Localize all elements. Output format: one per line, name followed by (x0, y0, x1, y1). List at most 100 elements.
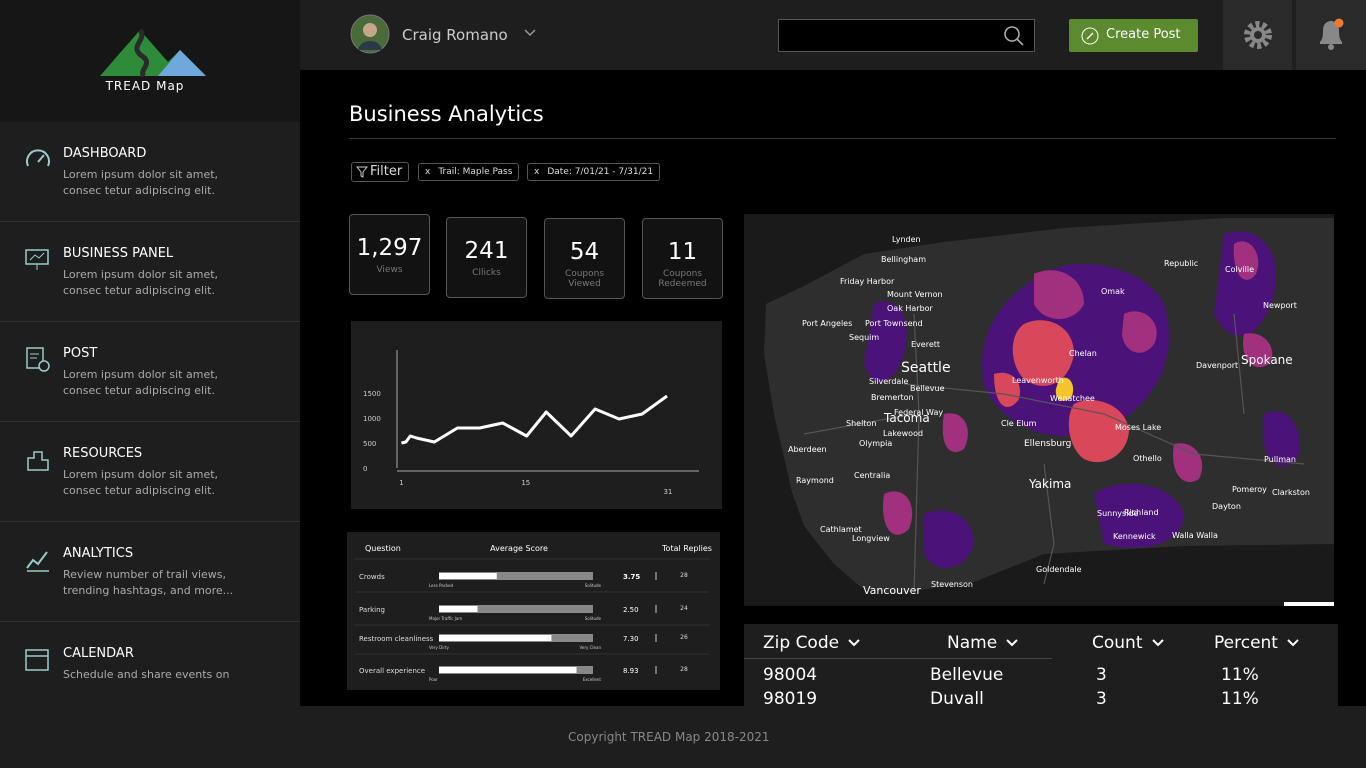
filter-chip[interactable]: x Trail: Maple Pass (418, 163, 520, 181)
survey-header: Average Score (490, 544, 548, 553)
nav-icon (26, 347, 50, 372)
score-bar (439, 635, 552, 641)
nav-item[interactable]: ANALYTICS Review number of trail views, t… (0, 522, 300, 622)
city-label: Oak Harbor (887, 304, 934, 313)
city-label: Republic (1164, 259, 1198, 268)
filter-label: Filter (370, 164, 403, 179)
city-label: Tacoma (883, 411, 930, 425)
stat-card: 241 Cllicks (446, 217, 527, 298)
column-header[interactable]: Name (947, 633, 1019, 653)
city-label: Sequim (849, 333, 879, 342)
zip-table: Zip Code Name Count Percent 98004 Bellevue 3 11… (744, 624, 1338, 706)
city-label: Mount Vernon (887, 290, 943, 299)
scale-high: Solitude (585, 616, 602, 621)
x-tick-label: 1 (399, 479, 403, 487)
bell-icon (1320, 18, 1344, 50)
scale-low: Very Dirty (429, 645, 450, 650)
city-label: Wenatchee (1050, 394, 1095, 403)
city-label: Lakewood (883, 429, 923, 438)
city-label: Newport (1263, 301, 1297, 310)
city-label: Everett (911, 340, 940, 349)
settings-button[interactable] (1223, 0, 1292, 70)
nav-desc: Lorem ipsum dolor sit amet, consec tetur… (63, 468, 219, 497)
nav-title: POST (63, 346, 98, 361)
pen-icon (1081, 27, 1099, 45)
city-label: Kennewick (1113, 532, 1156, 541)
stat-value: 11 (667, 239, 698, 265)
avatar[interactable] (350, 14, 390, 54)
copyright: Copyright TREAD Map 2018-2021 (568, 730, 770, 744)
city-label: Walla Walla (1172, 531, 1218, 540)
nav-desc: Review number of trail views, trending h… (63, 568, 234, 597)
city-label: Leavenworth (1012, 376, 1064, 385)
notifications-button[interactable] (1296, 0, 1366, 70)
nav-title: BUSINESS PANEL (63, 246, 174, 261)
header-label: Name (947, 633, 998, 653)
nav-item[interactable]: POST Lorem ipsum dolor sit amet, consec t… (0, 322, 300, 422)
create-post-button[interactable]: Create Post (1069, 19, 1198, 52)
scale-high: Very Clean (579, 645, 601, 650)
nav-desc: Schedule and share events on (63, 668, 230, 681)
survey-header: Question (365, 544, 401, 553)
replies-value: 28 (680, 572, 688, 579)
nav-item[interactable]: DASHBOARD Lorem ipsum dolor sit amet, con… (0, 122, 300, 222)
city-label: Othello (1133, 454, 1162, 463)
score-bar (439, 606, 478, 612)
nav-desc: Lorem ipsum dolor sit amet, consec tetur… (63, 268, 219, 297)
search-box[interactable] (778, 19, 1035, 52)
city-label: Pomeroy (1232, 485, 1267, 494)
city-label: Olympia (859, 439, 892, 448)
column-header[interactable]: Percent (1214, 633, 1300, 653)
sort-icon (1006, 639, 1018, 647)
scale-high: Excellent (583, 677, 602, 682)
column-header[interactable]: Zip Code (763, 633, 861, 653)
nav-desc: Lorem ipsum dolor sit amet, consec tetur… (63, 168, 219, 197)
logo-text: TREAD Map (105, 79, 185, 93)
filter-chip[interactable]: x Date: 7/01/21 - 7/31/21 (527, 163, 661, 181)
survey-question: Restroom cleanliness (359, 635, 434, 643)
city-label: Omak (1101, 287, 1125, 296)
city-label: Richland (1124, 508, 1159, 517)
nav-item[interactable]: RESOURCES Lorem ipsum dolor sit amet, con… (0, 422, 300, 522)
chip-label: Trail: Maple Pass (438, 167, 513, 177)
column-header[interactable]: Count (1092, 633, 1165, 653)
nav-item[interactable]: BUSINESS PANEL Lorem ipsum dolor sit amet… (0, 222, 300, 322)
chip-close: x (534, 167, 540, 177)
survey-question: Overall experience (359, 667, 425, 675)
user-dropdown[interactable] (524, 28, 536, 38)
survey-question: Parking (359, 606, 385, 614)
scale-high: Solitude (585, 583, 602, 588)
city-label: Friday Harbor (840, 277, 895, 286)
stat-value: 54 (569, 239, 600, 265)
nav-icon (26, 551, 49, 572)
map[interactable]: Lynden Bellingham Republic Colville Friday H… (744, 214, 1334, 606)
filter-button[interactable]: Filter (351, 162, 410, 182)
city-label: Spokane (1241, 353, 1293, 367)
city-label: Longview (852, 534, 890, 543)
user-name[interactable]: Craig Romano (402, 26, 508, 44)
sort-icon (1151, 639, 1164, 647)
city-label: Bremerton (871, 393, 914, 402)
city-label: Pullman (1264, 455, 1296, 464)
city-label: Port Angeles (802, 319, 852, 328)
footer: Copyright TREAD Map 2018-2021 (0, 706, 1366, 768)
table-cell: Bellevue (930, 665, 1004, 685)
table-cell: 11% (1221, 665, 1259, 685)
city-label: Bellingham (881, 255, 926, 264)
city-label: Federal Way (894, 408, 943, 417)
survey-panel: Question Average Score Total Replies Crowds… (347, 532, 720, 690)
nav-desc: Lorem ipsum dolor sit amet, consec tetur… (63, 368, 219, 397)
line-chart-panel: 0 500 1000 1500 1 15 31 (351, 321, 722, 509)
stat-label: Coupons Viewed (564, 269, 605, 289)
city-label: Goldendale (1036, 565, 1082, 574)
table-cell: 98019 (763, 689, 818, 706)
search-icon (1004, 26, 1024, 46)
table-cell: 3 (1096, 689, 1107, 706)
score-value: 8.93 (623, 667, 639, 675)
city-label: Raymond (796, 476, 834, 485)
city-label: Chelan (1069, 349, 1097, 358)
stat-value: 241 (464, 238, 509, 264)
logo[interactable]: TREAD Map (0, 0, 300, 122)
city-label: Moses Lake (1115, 423, 1161, 432)
